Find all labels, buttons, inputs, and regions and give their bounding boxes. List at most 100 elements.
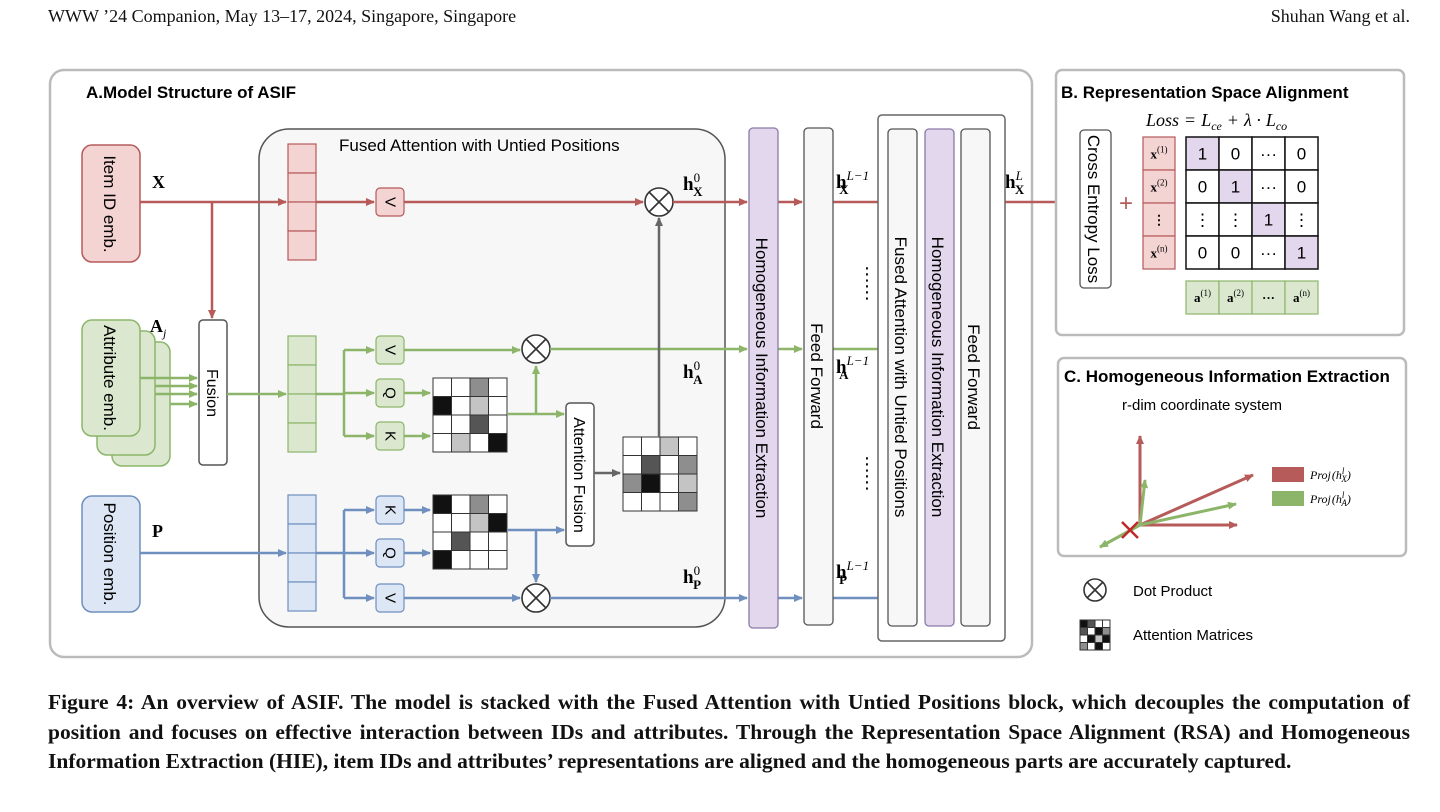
- h-x-l1-label: hL−1 X: [836, 168, 869, 197]
- attention-cell: [469, 513, 489, 533]
- attention-cell: [451, 414, 471, 434]
- attribute-v-box: V: [375, 335, 405, 365]
- attention-cell: [432, 513, 452, 533]
- column-label: a(1): [1194, 288, 1211, 305]
- attention-cell: [451, 550, 471, 570]
- alignment-matrix-value: 1: [1231, 178, 1240, 197]
- feed-forward-label-2: Feed Forward: [964, 324, 983, 430]
- ellipsis-upper-2: ⋮: [858, 282, 876, 303]
- alignment-matrix: 1 0 ··· 0 0 1 ··· 0 ⋮ ⋮ 1 ⋮ 0 0 ··· 1: [1185, 136, 1319, 270]
- attention-cell: [469, 396, 489, 416]
- panel-c-title: C. Homogeneous Information Extraction: [1064, 367, 1390, 386]
- plus-sign: +: [1119, 190, 1133, 217]
- alignment-matrix-value: ···: [1260, 145, 1277, 164]
- panel-c-homogeneous-information-extraction: C. Homogeneous Information Extraction r-…: [1056, 356, 1408, 558]
- row-label: x(1): [1151, 145, 1168, 162]
- position-flow-arrows: [140, 506, 887, 602]
- attention-cell: [488, 414, 508, 434]
- attribute-flow-arrows: [140, 345, 887, 440]
- attribute-q-box: Q: [375, 378, 405, 408]
- svg-text:Q: Q: [382, 547, 399, 559]
- attention-fusion-box: [565, 402, 595, 547]
- running-header-left: WWW ’24 Companion, May 13–17, 2024, Sing…: [48, 6, 517, 26]
- position-q-box: Q: [375, 538, 405, 568]
- position-k-box: K: [375, 495, 405, 525]
- attribute-vector: [287, 335, 317, 453]
- alignment-matrix-value: 0: [1198, 244, 1207, 263]
- ellipsis-lower-2: ⋮: [858, 472, 876, 493]
- attention-cell: [432, 550, 452, 570]
- attention-cell: [1079, 634, 1088, 643]
- legend-proj-x-label: Proj(hl X): [1309, 466, 1351, 484]
- attention-cell: [469, 531, 489, 551]
- alignment-matrix-cell: [1251, 169, 1286, 204]
- attention-cell: [1094, 627, 1103, 636]
- cross-entropy-box: [1079, 129, 1112, 289]
- alignment-matrix-value: ···: [1260, 178, 1277, 197]
- attention-cell: [659, 455, 679, 475]
- alignment-matrix-value: 0: [1198, 178, 1207, 197]
- alignment-matrix-cell: [1218, 202, 1253, 237]
- attention-cell: [641, 436, 661, 456]
- dot-product-legend-label: Dot Product: [1133, 583, 1213, 600]
- alignment-matrix-value: 1: [1264, 211, 1273, 230]
- alignment-matrix-value: 1: [1297, 244, 1306, 263]
- attention-cell: [659, 436, 679, 456]
- legend-proj-x-swatch: [1272, 467, 1304, 482]
- column-label: a(n): [1293, 288, 1310, 305]
- position-v-box: V: [375, 583, 405, 613]
- attention-cell: [488, 513, 508, 533]
- fusion-box: [198, 319, 228, 466]
- svg-text:V: V: [382, 345, 399, 355]
- attention-cell: [641, 473, 661, 493]
- attention-cell: [451, 433, 471, 453]
- attention-cell: [488, 377, 508, 397]
- attention-cell: [432, 433, 452, 453]
- column-label: ···: [1262, 290, 1275, 305]
- attention-cell: [469, 494, 489, 514]
- attention-cell: [451, 494, 471, 514]
- alignment-matrix-value: ···: [1260, 244, 1277, 263]
- h-x-0-label: h0 X: [683, 170, 703, 199]
- attention-cell: [641, 455, 661, 475]
- h-a-0-label: h0 A: [683, 358, 703, 387]
- attention-cell: [469, 377, 489, 397]
- attention-cell: [488, 550, 508, 570]
- column-label: a(2): [1227, 288, 1244, 305]
- cross-entropy-label: Cross Entropy Loss: [1084, 135, 1103, 283]
- attention-cell: [622, 473, 642, 493]
- column-label-cell: [1284, 280, 1319, 315]
- attention-cell: [678, 473, 698, 493]
- attention-cell: [1087, 627, 1096, 636]
- item-id-emb-box: [81, 144, 141, 263]
- attention-cell: [678, 492, 698, 512]
- attention-cell: [451, 513, 471, 533]
- attention-cell: [678, 436, 698, 456]
- attention-cell: [622, 436, 642, 456]
- attention-cell: [1087, 634, 1096, 643]
- attention-matrix-legend-icon: [1079, 619, 1111, 651]
- alignment-matrix-value: 0: [1297, 145, 1306, 164]
- attention-cell: [432, 396, 452, 416]
- feed-forward-bar: [803, 127, 834, 626]
- row-label-cell: [1142, 202, 1176, 237]
- attention-matrix-fused: [622, 436, 698, 512]
- column-label-cell: [1185, 280, 1220, 315]
- fused-attention-vertical-bar: [887, 128, 918, 627]
- feed-forward-bar-2: [960, 128, 991, 627]
- hie-bar: [748, 127, 779, 629]
- attention-cell: [432, 531, 452, 551]
- row-label-cell: [1142, 169, 1176, 204]
- dot-product-attribute: [521, 334, 551, 364]
- attention-cell: [432, 494, 452, 514]
- attention-cell: [469, 433, 489, 453]
- attention-cell: [1087, 642, 1096, 651]
- svg-text:K: K: [382, 505, 399, 515]
- alignment-matrix-cell: [1251, 136, 1286, 171]
- alignment-matrix-value: ⋮: [1293, 211, 1310, 230]
- dot-product-legend-icon: [1083, 578, 1107, 602]
- item-id-emb-label: Item ID emb.: [100, 155, 119, 252]
- attribute-k-box: K: [375, 421, 405, 451]
- legend-proj-a-label: Proj(hl A): [1309, 490, 1351, 508]
- column-label-cell: [1251, 280, 1286, 315]
